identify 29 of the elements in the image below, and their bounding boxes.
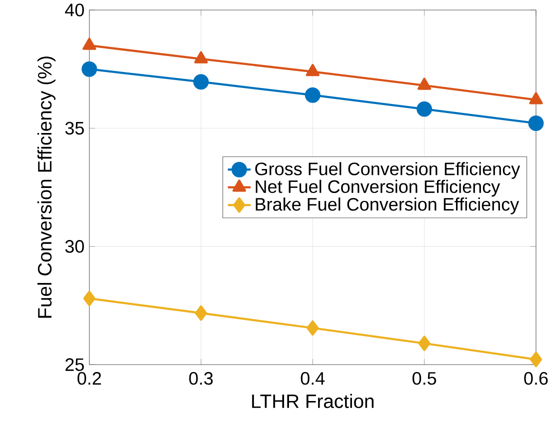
x-axis-title: LTHR Fraction [252, 394, 374, 408]
point [306, 320, 319, 336]
point [416, 101, 432, 117]
point [83, 290, 96, 306]
point [304, 87, 320, 103]
point [417, 78, 432, 90]
y-tick-label: 35 [65, 122, 84, 135]
x-tick-label: 0.6 [524, 372, 548, 385]
point [194, 51, 208, 64]
point [193, 74, 209, 90]
x-tick-label: 0.5 [412, 372, 436, 385]
x-tick-label: 0.3 [189, 372, 213, 385]
y-tick-label: 40 [65, 4, 84, 16]
y-tick-label: 30 [65, 240, 84, 253]
legend-label: Gross Fuel Conversion Efficiency [255, 162, 520, 179]
x-tick-label: 0.4 [300, 372, 325, 385]
point [418, 336, 430, 352]
point [530, 352, 542, 368]
point [194, 305, 208, 321]
point [82, 61, 98, 77]
point [528, 116, 544, 131]
point [82, 38, 96, 50]
point [306, 64, 320, 76]
legend-label: Brake Fuel Conversion Efficiency [256, 198, 520, 214]
legend-label: Net Fuel Conversion Efficiency [256, 180, 500, 197]
y-axis-title: Fuel Conversion Efficiency (%) [37, 56, 56, 318]
y-tick-label: 25 [66, 358, 84, 372]
x-tick-label: 0.2 [78, 372, 101, 385]
point [529, 92, 543, 104]
